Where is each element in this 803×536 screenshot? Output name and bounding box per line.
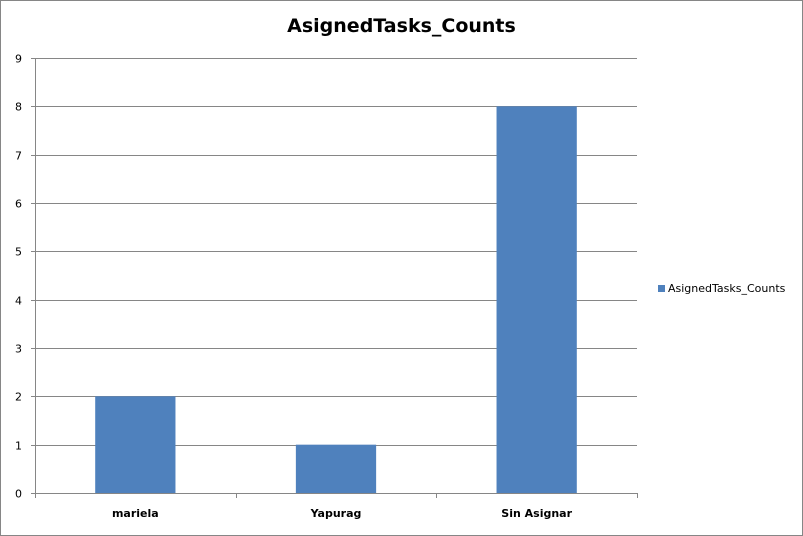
bar-yapurag <box>295 444 377 493</box>
y-tick-label: 3 <box>15 343 22 356</box>
y-tick-label: 0 <box>15 488 22 501</box>
legend-swatch <box>658 285 665 292</box>
legend: AsignedTasks_Counts <box>658 282 785 295</box>
y-tick-label: 6 <box>15 198 22 211</box>
y-tick-label: 7 <box>15 150 22 163</box>
y-tick-label: 8 <box>15 101 22 114</box>
x-tick-label: Yapurag <box>310 507 362 520</box>
y-tick-label: 9 <box>15 53 22 66</box>
y-tick-label: 4 <box>15 295 22 308</box>
bar-sin-asignar <box>496 106 577 493</box>
y-tick-label: 5 <box>15 246 22 259</box>
chart-title: AsignedTasks_Counts <box>287 15 516 37</box>
bar-mariela <box>95 396 176 493</box>
y-tick-label: 1 <box>15 440 22 453</box>
legend-label: AsignedTasks_Counts <box>668 282 786 295</box>
x-tick-label: Sin Asignar <box>501 507 572 520</box>
x-tick-label: mariela <box>112 507 159 520</box>
y-tick-label: 2 <box>15 391 22 404</box>
